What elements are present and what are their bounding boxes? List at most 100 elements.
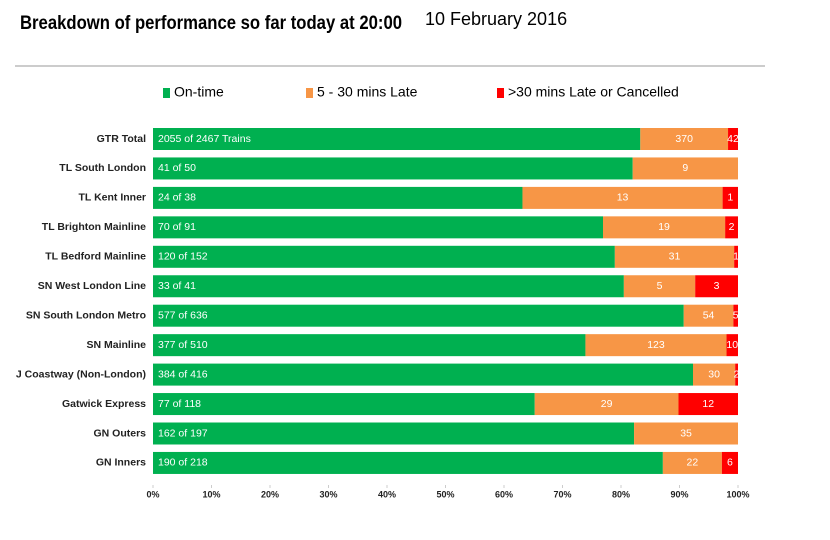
value-label: 370 [675,133,693,145]
bar-segment [726,334,738,357]
bar-segment [153,186,523,209]
chart-subtitle: 10 February 2016 [425,9,567,29]
legend-swatch [497,88,504,98]
bar-segment [153,216,603,239]
value-label: 35 [680,427,692,439]
bar-segment [522,186,723,209]
bar-segment [735,363,738,386]
x-tick-label: 100% [726,489,749,499]
bar-segment [693,363,736,386]
bar-segment [734,245,738,268]
value-label: 6 [727,457,733,469]
bar-segment [534,393,679,416]
bar-segment [153,128,641,150]
bar-segment [683,304,734,327]
value-label: 24 of 38 [158,192,196,204]
category-label: TL Bedford Mainline [45,251,146,263]
value-label: 3 [714,280,720,292]
x-tick-label: 0% [146,489,159,499]
bar-segment [585,334,727,357]
legend-swatch [163,88,170,98]
value-label: 162 of 197 [158,427,208,439]
category-label: SN West London Line [38,280,146,292]
value-label: 33 of 41 [158,280,196,292]
category-label: GN Outers [93,427,146,439]
category-label: TL South London [59,162,146,174]
bar-segment [153,393,535,416]
chart-title: Breakdown of performance so far today at… [20,13,402,34]
value-label: 30 [708,368,720,380]
bar-segment [695,275,738,298]
bar-segment [153,422,635,445]
value-label: 2 [729,221,735,233]
category-label: TL Kent Inner [79,192,146,204]
value-label: 384 of 416 [158,368,208,380]
bar-segment [153,334,586,357]
value-label: 70 of 91 [158,221,196,233]
bar-segment [634,422,738,445]
category-label: SN Mainline [86,339,146,351]
value-label: 54 [703,309,715,321]
legend-label: >30 mins Late or Cancelled [508,84,679,100]
value-label: 41 of 50 [158,162,196,174]
bar-segment [640,128,729,150]
value-label: 12 [702,398,714,410]
bar-segment [725,216,738,239]
value-label: 9 [682,162,688,174]
value-label: 19 [658,221,670,233]
legend-swatch [306,88,313,98]
value-label: 1 [733,251,739,263]
bar-segment [722,186,738,209]
value-label: 123 [647,339,665,351]
bar-segment [614,245,735,268]
bar-segment [721,451,738,474]
x-tick-label: 80% [612,489,630,499]
bar-segment [603,216,726,239]
value-label: 29 [601,398,613,410]
value-label: 77 of 118 [158,398,201,410]
value-label: 190 of 218 [158,457,208,469]
bar-segment [728,128,738,150]
category-label: TL Brighton Mainline [42,221,146,233]
bar-segment [632,157,738,180]
x-tick-label: 10% [202,489,220,499]
x-tick-label: 50% [436,489,454,499]
legend-label: 5 - 30 mins Late [317,84,418,100]
value-label: 5 [733,309,739,321]
value-label: 120 of 152 [158,251,208,263]
category-label: SN South London Metro [26,309,146,321]
x-tick-label: 30% [319,489,337,499]
x-tick-label: 60% [495,489,513,499]
value-label: 31 [669,251,681,263]
bar-segment [153,245,615,268]
bar-segment [153,304,684,327]
x-tick-label: 70% [553,489,571,499]
x-tick-label: 40% [378,489,396,499]
bar-segment [623,275,696,298]
category-label: J Coastway (Non-London) [16,368,146,380]
category-label: GTR Total [97,133,146,145]
value-label: 42 [727,133,739,145]
category-label: Gatwick Express [62,398,146,410]
bar-segment [678,393,738,416]
value-label: 13 [617,192,629,204]
value-label: 10 [726,339,738,351]
value-label: 5 [657,280,663,292]
bar-segment [153,275,624,298]
value-label: 2 [734,368,740,380]
value-label: 1 [727,192,733,204]
value-label: 2055 of 2467 Trains [158,133,251,145]
bar-segment [733,304,738,327]
value-label: 577 of 636 [158,309,208,321]
value-label: 377 of 510 [158,339,208,351]
x-tick-label: 90% [670,489,688,499]
bar-segment [153,363,693,386]
bar-segment [153,157,633,180]
legend-label: On-time [174,84,224,100]
x-tick-label: 20% [261,489,279,499]
bar-segment [662,451,722,474]
bar-segment [153,451,663,474]
category-label: GN Inners [96,457,146,469]
